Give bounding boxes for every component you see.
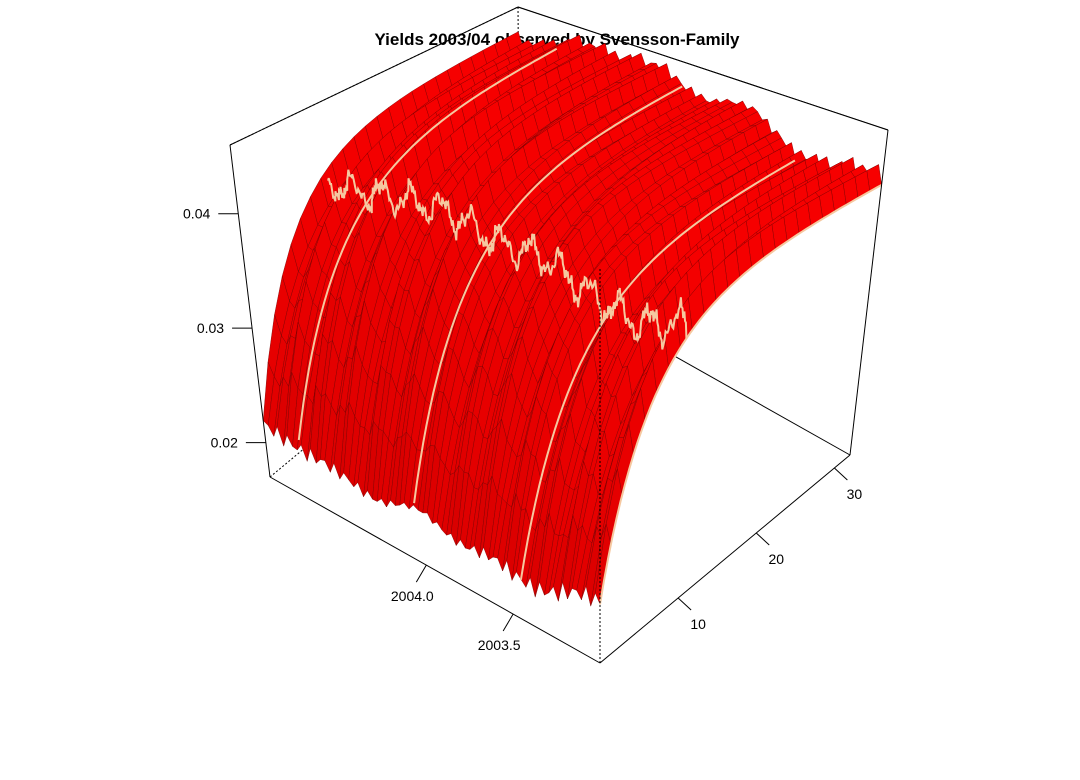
time-tick-label: 2003.5 bbox=[478, 637, 521, 653]
box-edge bbox=[229, 144, 271, 478]
highlight-curve bbox=[413, 85, 683, 504]
time-tick bbox=[415, 564, 427, 583]
maturity-tick bbox=[834, 467, 848, 481]
yield-tick-label: 0.03 bbox=[197, 320, 224, 336]
box-edge bbox=[269, 476, 601, 664]
yield-tick-label: 0.02 bbox=[211, 435, 238, 451]
maturity-tick bbox=[755, 532, 770, 546]
box-edge bbox=[517, 6, 889, 131]
highlight-maturity-path bbox=[327, 169, 688, 350]
yield-surface bbox=[262, 31, 882, 607]
box-edge bbox=[849, 129, 889, 456]
highlight-curve bbox=[599, 184, 883, 605]
highlight-lines bbox=[297, 47, 883, 605]
maturity-tick-label: 20 bbox=[768, 551, 784, 567]
highlight-curve bbox=[297, 47, 558, 441]
maturity-tick-label: 10 bbox=[690, 616, 706, 632]
time-axis: 2003.5 2004.0 bbox=[391, 564, 521, 653]
box-front-edges bbox=[229, 6, 889, 664]
maturity-tick-label: 30 bbox=[847, 486, 863, 502]
yield-tick-label: 0.04 bbox=[183, 206, 210, 222]
maturity-tick bbox=[677, 597, 692, 611]
yield-axis: 0.02 0.03 0.04 bbox=[183, 206, 266, 451]
chart-title: Yields 2003/04 observed by Svensson-Fami… bbox=[374, 30, 740, 49]
maturity-axis: 10 20 30 bbox=[677, 467, 863, 632]
time-tick bbox=[502, 613, 514, 632]
box-edge bbox=[229, 6, 519, 146]
box-edge bbox=[599, 454, 851, 664]
highlight-curve bbox=[519, 159, 796, 580]
time-tick-label: 2004.0 bbox=[391, 588, 434, 604]
